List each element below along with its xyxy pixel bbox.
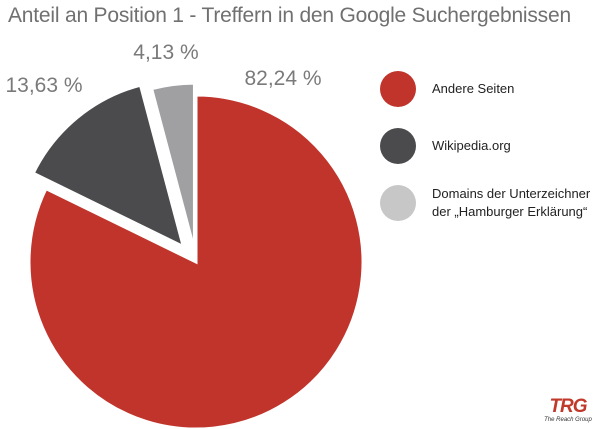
data-label-unterzeichner: 4,13 % [133, 41, 198, 64]
legend-item-wikipedia: Wikipedia.org [380, 128, 511, 164]
logo-mark: TRG [549, 396, 587, 417]
pie-slice-unterzeichner [149, 81, 196, 251]
legend-item-andere-seiten: Andere Seiten [380, 71, 514, 107]
legend-swatch-andere-seiten [380, 71, 416, 107]
legend-label-unterzeichner-line-1: Domains der Unterzeichner [432, 186, 591, 201]
legend-swatch-unterzeichner [380, 185, 416, 221]
legend-label-unterzeichner: Domains der Unterzeichner der „Hamburger… [432, 185, 590, 221]
legend-swatch-wikipedia [380, 128, 416, 164]
legend-label-unterzeichner-line-2: der „Hamburger Erklärung“ [432, 204, 588, 219]
legend-label-andere-seiten: Andere Seiten [432, 81, 515, 96]
logo-subtitle: The Reach Group [544, 417, 592, 423]
data-label-andere-seiten: 82,24 % [244, 67, 321, 90]
trg-logo: TRG The Reach Group [538, 396, 598, 424]
legend-label-wikipedia: Wikipedia.org [432, 138, 511, 153]
pie-slice-wikipedia [31, 83, 186, 250]
pie-slice-andere-seiten [27, 93, 365, 429]
data-label-wikipedia: 13,63 % [5, 74, 82, 97]
legend-item-unterzeichner: Domains der Unterzeichner der „Hamburger… [380, 185, 590, 221]
chart-title: Anteil an Position 1 - Treffern in den G… [8, 4, 571, 27]
